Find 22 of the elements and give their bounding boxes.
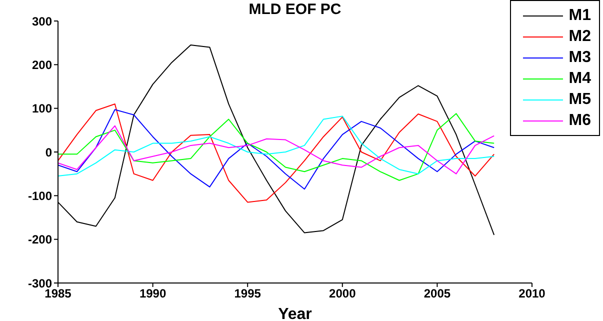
- y-tick-label: 200: [32, 58, 52, 72]
- y-tick-label: -200: [28, 232, 52, 247]
- x-axis-title: Year: [278, 306, 312, 321]
- x-tick-label: 2000: [329, 286, 356, 301]
- legend-label: M1: [568, 6, 591, 24]
- x-tick-label: 2010: [518, 286, 546, 301]
- line-series: [58, 103, 495, 203]
- x-tick-label: 2005: [424, 286, 451, 301]
- y-tick-label: 100: [32, 102, 52, 116]
- x-tick-label: 1990: [139, 286, 166, 301]
- legend-label: M2: [568, 28, 591, 46]
- y-tick-label: 300: [32, 14, 52, 28]
- legend-label: M3: [568, 48, 591, 66]
- legend-label: M4: [568, 70, 591, 88]
- y-tick-label: -100: [28, 188, 52, 203]
- y-tick-label: 0: [45, 145, 52, 160]
- line-series: [58, 125, 495, 174]
- legend-label: M6: [568, 112, 591, 130]
- x-tick-label: 1995: [234, 286, 262, 301]
- chart-title: MLD EOF PC: [248, 1, 342, 18]
- line-series: [58, 109, 495, 190]
- legend-label: M5: [568, 90, 591, 108]
